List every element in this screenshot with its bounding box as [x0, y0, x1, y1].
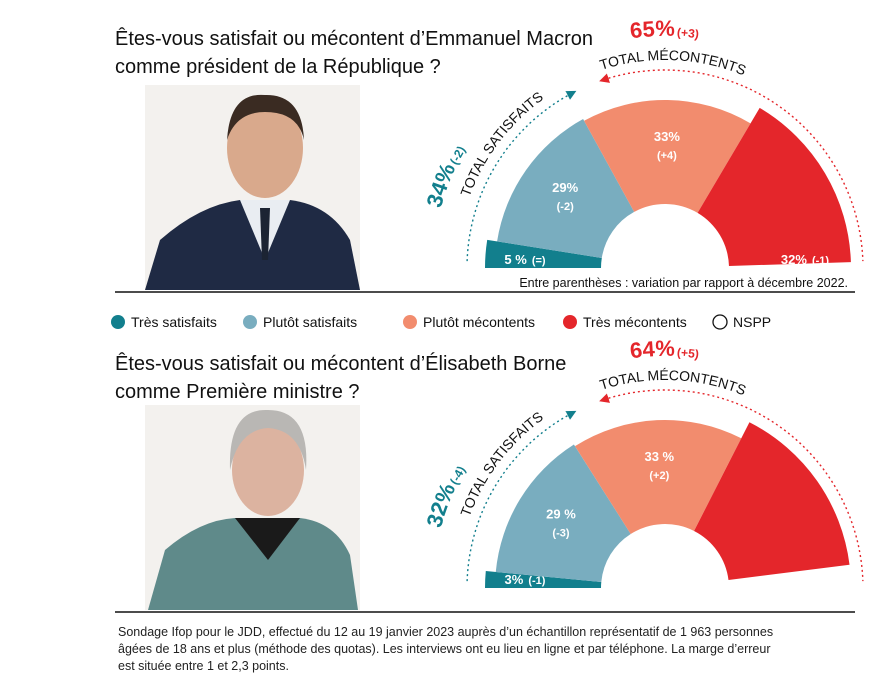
note: Entre parenthèses : variation par rappor… [519, 276, 848, 290]
chart-title: Êtes-vous satisfait ou mécontent d’Élisa… [115, 352, 566, 375]
source-line: âgées de 18 ans et plus (méthode des quo… [118, 642, 771, 656]
pie-segment [497, 119, 635, 258]
total-label-path: TOTAL MÉCONTENTS [598, 367, 749, 398]
pie-segment [574, 420, 742, 534]
total-value-label: 64% [628, 336, 674, 363]
segment-label: 32% (-1) [781, 252, 829, 267]
total-value-label: 34% [421, 159, 460, 210]
total-value: 65% (+3) [628, 16, 699, 43]
total-label-path: TOTAL MÉCONTENTS [598, 47, 749, 78]
legend-label: Très mécontents [583, 314, 687, 330]
segment-label: 3% (-1) [505, 572, 546, 587]
total-value-label: 32% [421, 479, 460, 530]
segment-label: 33% (+4) [654, 129, 680, 162]
total-value-path: 64% (+5) [628, 336, 699, 363]
value-label: 3% [505, 572, 524, 587]
change-label: (-3) [552, 527, 569, 539]
pie-segment [694, 422, 850, 580]
chart-title: comme Première ministre ? [115, 381, 360, 403]
total-value: 64% (+5) [628, 336, 699, 363]
value-label: 32% [781, 252, 807, 267]
total-change: (-4) [447, 464, 468, 487]
total-change: (-2) [447, 144, 468, 167]
legend-swatch [712, 314, 728, 330]
change-label: (-1) [528, 575, 545, 587]
value-label: 33% [654, 129, 680, 144]
total-arrow [466, 410, 577, 582]
segment-label: 29 % (-3) [546, 506, 576, 539]
legend-swatch [111, 315, 125, 329]
total-value-label: 65% [628, 16, 674, 43]
photo-borne [145, 405, 360, 610]
change-label: (+2) [649, 470, 669, 482]
change-label: (+3) [812, 575, 832, 587]
pie-segment [697, 107, 851, 266]
legend-swatch [563, 315, 577, 329]
legend-label: Plutôt satisfaits [263, 314, 357, 330]
source-line: Sondage Ifop pour le JDD, effectué du 12… [118, 625, 773, 639]
total-value-path: 65% (+3) [628, 16, 699, 43]
pie-segment [485, 571, 602, 588]
value-label: 29 % [546, 506, 576, 521]
value-label: 31 % [778, 572, 808, 587]
segment-label: 29% (-2) [552, 180, 578, 213]
legend-swatch [243, 315, 257, 329]
total-value-path: 34%(-2) [421, 144, 468, 210]
total-label: TOTAL MÉCONTENTS [598, 47, 749, 78]
change-label: (-2) [557, 201, 574, 213]
legend-swatch [403, 315, 417, 329]
chart-title: Êtes-vous satisfait ou mécontent d’Emman… [115, 27, 593, 50]
change-label: (+4) [657, 150, 677, 162]
segment-label: 31 % (+3) [778, 572, 833, 587]
change-label: (=) [532, 255, 546, 267]
value-label: 29% [552, 180, 578, 195]
value-label: 5 % [504, 252, 527, 267]
total-change: (+5) [677, 345, 700, 361]
total-arrow [466, 90, 577, 262]
legend-label: Très satisfaits [131, 314, 217, 330]
pie-segment [495, 444, 631, 582]
total-value: 34%(-2) [421, 144, 468, 210]
chart-title: comme président de la République ? [115, 56, 441, 78]
photo-macron [145, 85, 360, 290]
total-label: TOTAL MÉCONTENTS [598, 367, 749, 398]
total-change: (+3) [677, 25, 700, 41]
source-line: est située entre 1 et 2,3 points. [118, 659, 289, 673]
total-value: 32%(-4) [421, 464, 468, 530]
value-label: 33 % [644, 449, 674, 464]
segment-label: 5 % (=) [504, 252, 545, 267]
total-value-path: 32%(-4) [421, 464, 468, 530]
segment-label: 33 % (+2) [644, 449, 674, 482]
pie-segment [584, 99, 751, 213]
change-label: (-1) [812, 255, 829, 267]
legend-label: Plutôt mécontents [423, 314, 535, 330]
pie-segment [485, 239, 602, 268]
legend-label: NSPP [733, 314, 771, 330]
